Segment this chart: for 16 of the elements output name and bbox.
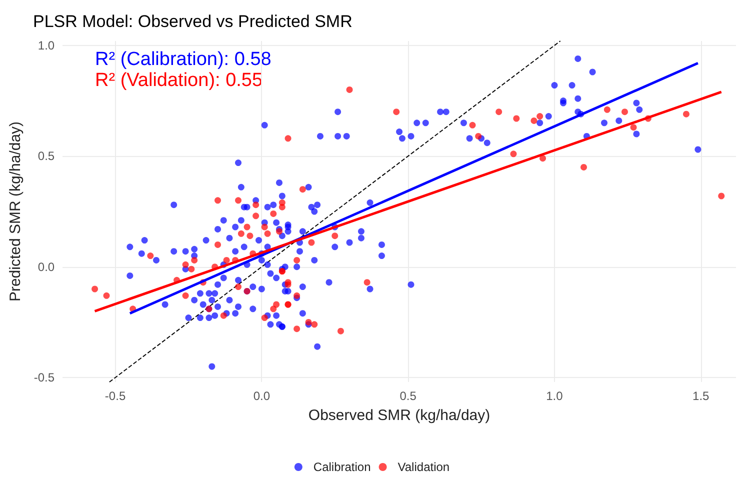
x-tick-label: -0.5 [104, 389, 126, 403]
chart-title: PLSR Model: Observed vs Predicted SMR [33, 12, 352, 31]
y-tick-label: 0.0 [38, 260, 55, 274]
annotation: R² (Validation): 0.55 [95, 70, 263, 91]
x-tick-label: 1.5 [692, 389, 710, 403]
x-tick-label: 0.0 [253, 389, 270, 403]
legend-label: Validation [398, 460, 450, 474]
x-tick-label: 1.0 [546, 389, 564, 403]
legend-label: Calibration [313, 460, 371, 474]
annotation: R² (Calibration): 0.58 [95, 49, 272, 70]
y-axis-title: Predicted SMR (kg/ha/day) [7, 121, 24, 302]
y-tick-label: 0.5 [38, 149, 55, 164]
y-tick-label: -0.5 [34, 370, 55, 385]
x-tick-label: 0.5 [400, 389, 417, 403]
y-tick-label: 1.0 [38, 38, 55, 52]
x-axis-title: Observed SMR (kg/ha/day) [308, 407, 490, 424]
